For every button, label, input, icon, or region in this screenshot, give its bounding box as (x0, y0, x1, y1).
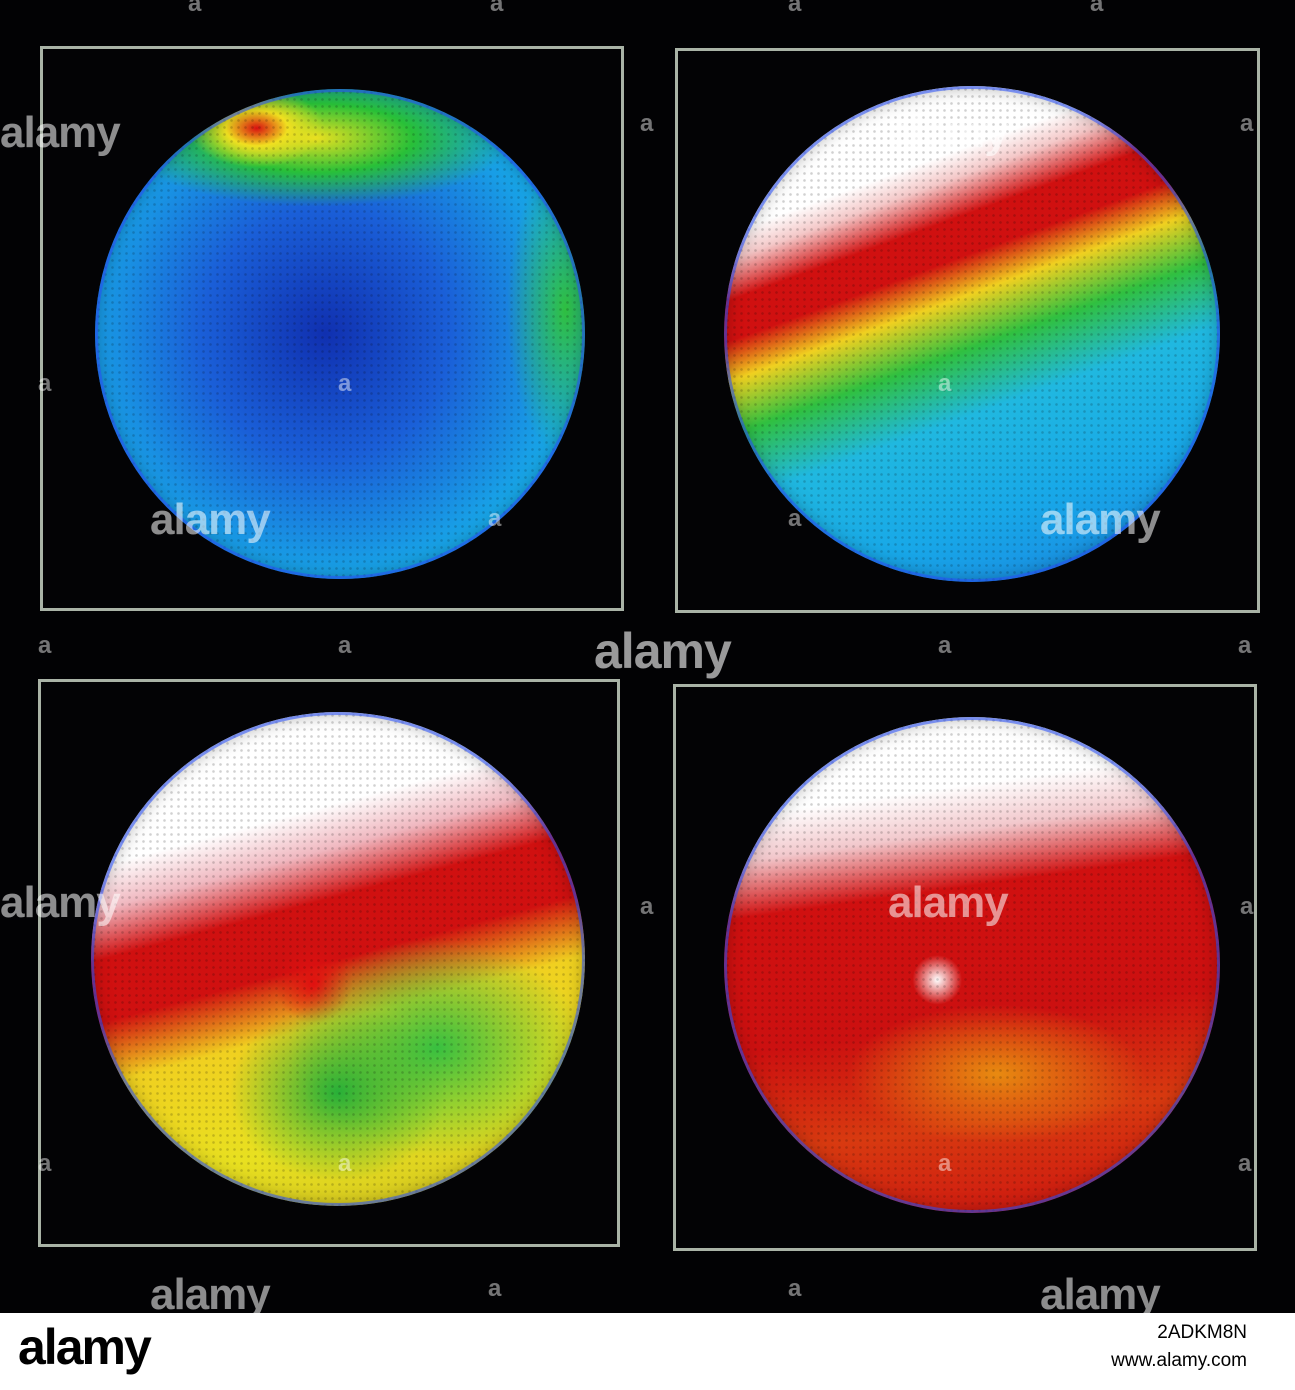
disc-texture (95, 89, 585, 579)
watermark-text: alamy (1040, 495, 1161, 544)
watermark-mark: a (338, 370, 352, 397)
image-id: 2ADKM8N (1157, 1322, 1247, 1343)
watermark-text: alamy (594, 623, 732, 679)
watermark-mark: a (1240, 893, 1254, 920)
watermark-mark: a (488, 505, 502, 532)
disc-texture (724, 86, 1220, 582)
watermark-mark: a (338, 1150, 352, 1177)
panel-top-right (675, 48, 1260, 613)
watermark-mark: a (788, 1275, 802, 1302)
watermark-text: alamy (888, 108, 1009, 157)
watermark-text: alamy (150, 495, 271, 544)
watermark-mark: a (640, 893, 654, 920)
disc-limb (91, 712, 585, 1206)
watermark-text: alamy (150, 1270, 271, 1319)
alamy-logo: alamy (18, 1319, 152, 1375)
watermark-mark: a (938, 632, 952, 659)
watermark-mark: a (1238, 1150, 1252, 1177)
panel-bottom-right (673, 684, 1257, 1251)
watermark-mark: a (490, 0, 504, 17)
planet-disc-bottom-left (91, 712, 585, 1206)
watermark-text: alamy (0, 108, 121, 157)
watermark-mark: a (1238, 632, 1252, 659)
watermark-mark: a (38, 1150, 52, 1177)
watermark-mark: a (640, 110, 654, 137)
watermark-mark: a (188, 0, 202, 17)
watermark-mark: a (938, 1150, 952, 1177)
footer-bar (0, 1313, 1295, 1390)
disc-texture (91, 712, 585, 1206)
watermark-mark: a (1090, 0, 1104, 17)
watermark-mark: a (38, 632, 52, 659)
planet-disc-top-left (95, 89, 585, 579)
site-url: www.alamy.com (1111, 1350, 1247, 1371)
disc-texture (724, 717, 1220, 1213)
watermark-text: alamy (1040, 1270, 1161, 1319)
watermark-text: alamy (0, 878, 121, 927)
planet-disc-top-right (724, 86, 1220, 582)
watermark-mark: a (488, 1275, 502, 1302)
panel-top-left (40, 46, 624, 611)
photo-area: alamy alamy alamy alamy alamy alamy alam… (0, 0, 1260, 1319)
watermark-mark: a (938, 370, 952, 397)
panel-bottom-left (38, 679, 620, 1247)
watermark-text: alamy (888, 878, 1009, 927)
planet-disc-bottom-right (724, 717, 1220, 1213)
disc-limb (724, 717, 1220, 1213)
watermark-mark: a (38, 370, 52, 397)
watermark-mark: a (1240, 110, 1254, 137)
watermark-mark: a (338, 632, 352, 659)
watermark-mark: a (788, 0, 802, 17)
watermark-mark: a (788, 505, 802, 532)
